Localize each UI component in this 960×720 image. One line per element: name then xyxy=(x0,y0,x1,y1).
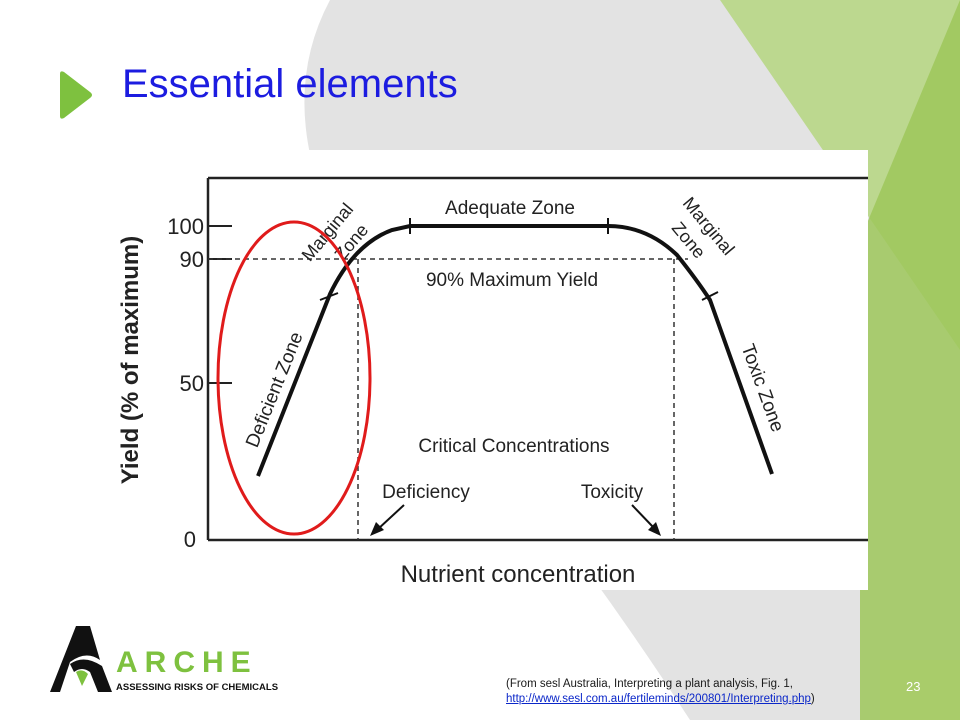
arche-a-mark-icon xyxy=(50,626,112,692)
y-tick-label-90: 90 xyxy=(180,247,204,272)
arche-brand-text: ARCHE xyxy=(116,646,258,679)
arche-tagline-text: ASSESSING RISKS OF CHEMICALS xyxy=(116,682,278,693)
citation-link[interactable]: http://www.sesl.com.au/fertileminds/2008… xyxy=(506,693,811,705)
deficiency-label: Deficiency xyxy=(382,482,470,503)
max-yield-label: 90% Maximum Yield xyxy=(426,270,598,291)
page-number: 23 xyxy=(906,679,921,694)
y-tick-label-100: 100 xyxy=(167,214,204,239)
y-tick-label-0: 0 xyxy=(184,527,196,552)
yield-curve-figure: 100 90 50 0 Yield (% of maximum) Nutrien… xyxy=(92,150,868,590)
yield-curve xyxy=(256,224,774,477)
green-triangle xyxy=(860,0,960,720)
toxicity-label: Toxicity xyxy=(581,482,644,503)
citation-text: (From sesl Australia, Interpreting a pla… xyxy=(506,678,793,690)
y-tick-label-50: 50 xyxy=(180,371,204,396)
arche-logo: ARCHE ASSESSING RISKS OF CHEMICALS xyxy=(50,626,278,693)
adequate-zone-label: Adequate Zone xyxy=(445,198,575,219)
toxicity-arrow-icon xyxy=(631,504,661,536)
critical-concentrations-label: Critical Concentrations xyxy=(418,436,609,457)
zone-tick-4 xyxy=(701,291,719,301)
x-axis-label: Nutrient concentration xyxy=(401,561,636,588)
deficiency-arrow-icon xyxy=(370,504,405,536)
y-axis-label: Yield (% of maximum) xyxy=(117,236,144,484)
figure-citation: (From sesl Australia, Interpreting a pla… xyxy=(506,677,886,707)
citation-close-paren: ) xyxy=(810,693,815,705)
title-arrow-icon xyxy=(60,71,92,119)
green-page-corner xyxy=(880,660,960,720)
deficient-zone-highlight xyxy=(216,220,372,536)
zone-tick-1 xyxy=(319,292,339,301)
toxic-zone-label: Toxic Zone xyxy=(737,341,788,435)
slide-title: Essential elements xyxy=(122,62,458,106)
